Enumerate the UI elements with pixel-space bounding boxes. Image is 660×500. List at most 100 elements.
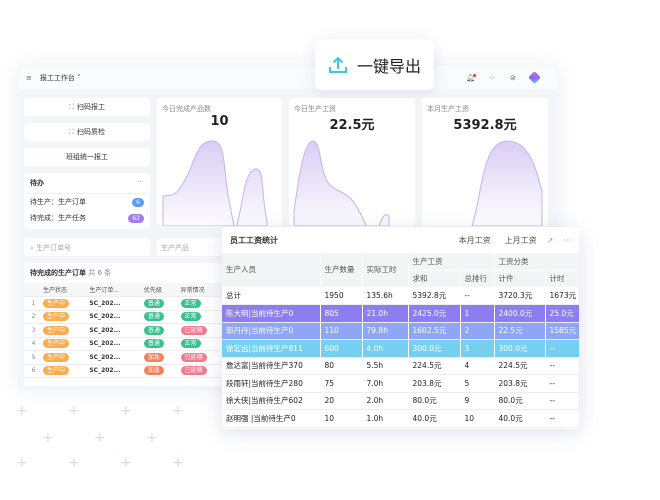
compass-icon[interactable]: ⊘ <box>510 73 516 82</box>
column-header: 计时 <box>545 270 579 288</box>
exception-badge: 正常 <box>180 312 201 322</box>
table-row[interactable]: 5 生产中 SC_202... 加急 已延期 <box>24 350 224 365</box>
cell: 1673元 <box>545 287 579 305</box>
tab-this-month[interactable]: 本月工资 <box>458 235 491 245</box>
table-row[interactable]: 陈大明|当前待生产0 805 21.0h 2425.0元 1 2400.0元 25.0元 <box>222 304 579 323</box>
cell: 2425.0元 <box>408 304 461 323</box>
cell: 80.0元 <box>494 392 546 410</box>
table-row[interactable]: 詹达富|当前待生产370 80 5.5h 224.5元 4 224.5元 -- <box>222 357 579 375</box>
cell: 10 <box>460 409 495 428</box>
row-number: 6 <box>24 364 40 378</box>
table-row[interactable]: 2 生产中 SC_202... 普通 正常 <box>24 310 224 324</box>
external-link-icon[interactable]: ↗ <box>546 235 554 245</box>
more-icon[interactable]: ··· <box>563 235 571 245</box>
cell: 600 <box>320 339 363 358</box>
brand-logo <box>528 71 541 84</box>
order-number: SC_202... <box>86 364 141 378</box>
table-row[interactable]: 6 生产中 SC_202... 加急 已延期 <box>24 364 224 378</box>
column-header: 总排行 <box>460 270 495 288</box>
todo-item[interactable]: 待生产：生产订单 6 <box>24 194 150 210</box>
team-report-label: 班组统一报工 <box>66 153 108 161</box>
table-row[interactable]: 3 生产中 SC_202... 普通 已延期 <box>24 323 224 338</box>
exception-badge: 已延期 <box>180 366 207 376</box>
stat-card-today-wage: 今日生产工资 22.5元 <box>289 98 415 226</box>
bell-icon[interactable]: 🔔︎ <box>466 73 476 82</box>
scan-report-label: 扫码报工 <box>76 103 105 111</box>
scan-qc-label: 扫码质检 <box>76 128 105 136</box>
column-header: 生产订单... <box>86 283 141 297</box>
todo-item-label: 待完成：生产任务 <box>30 214 86 222</box>
priority-badge: 普通 <box>143 312 164 322</box>
trend-sparkline <box>471 140 543 226</box>
cell: 4.0h <box>362 339 409 358</box>
salary-table: 生产人员 生产数量 实际工时 生产工资 工资分类 求和 总排行 计件 计时 总计 1950 135… <box>222 253 579 428</box>
stat-card-products: 今日完成产品数 10 <box>157 98 282 226</box>
cell: 4 <box>460 357 495 375</box>
cell: 陈大明|当前待生产0 <box>222 304 321 323</box>
stat-label: 本月生产工资 <box>427 105 469 113</box>
cell: 段雨轩|当前待生产280 <box>222 374 321 393</box>
salary-card: 员工工资统计 本月工资 上月工资 ↗ ··· 生产人员 生产数量 实际工时 生产工资工… <box>222 227 579 429</box>
table-row[interactable]: 1 生产中 SC_202... 普通 正常 <box>24 296 224 311</box>
export-button[interactable]: 一键导出 <box>315 39 434 90</box>
team-report-button[interactable]: 班组统一报工 <box>24 148 150 166</box>
cell: 1950 <box>320 287 363 305</box>
todo-item[interactable]: 待完成：生产任务 62 <box>24 210 150 226</box>
stat-label: 今日生产工资 <box>294 105 336 113</box>
table-row[interactable]: 徐大侠|当前待生产602 20 2.0h 80.0元 9 80.0元 -- <box>222 392 579 410</box>
cell: 3720.3元 <box>494 287 546 305</box>
cell: 2.0h <box>362 392 409 410</box>
priority-badge: 普通 <box>143 325 164 335</box>
cell: 1 <box>460 304 495 323</box>
cell: -- <box>545 392 579 410</box>
table-row[interactable]: 4 生产中 SC_202... 普通 正常 <box>24 337 224 351</box>
cell: 40.0元 <box>494 409 546 428</box>
scan-qc-button[interactable]: ⛶ 扫码质检 <box>24 123 150 141</box>
stat-value: 22.5元 <box>329 118 375 133</box>
count-badge: 6 <box>132 197 144 207</box>
cell: 80.0元 <box>408 392 461 410</box>
export-label: 一键导出 <box>356 56 421 76</box>
table-row[interactable]: 徐宏远|当前待生产811 600 4.0h 300.0元 3 300.0元 -- <box>222 339 579 358</box>
exception-badge: 正常 <box>180 298 201 308</box>
cell: 2 <box>460 322 495 340</box>
cell: -- <box>545 374 579 393</box>
cell: 21.0h <box>362 304 409 323</box>
order-search-input[interactable]: ⌕ 生产订单号 <box>24 238 150 256</box>
cell: 2400.0元 <box>494 304 546 323</box>
table-row[interactable]: 郭丹丹|当前待生产0 110 79.8h 1602.5元 2 22.5元 1585元 <box>222 322 579 340</box>
menu-icon[interactable]: ≡ <box>26 73 32 82</box>
column-header: 生产人员 <box>222 253 321 288</box>
stat-value: 5392.8元 <box>453 118 517 133</box>
scan-report-button[interactable]: ⛶ 扫码报工 <box>24 98 150 116</box>
tab-last-month[interactable]: 上月工资 <box>504 235 537 245</box>
table-row[interactable]: 赵明强 |当前待生产0 10 1.0h 40.0元 10 40.0元 -- <box>222 409 579 428</box>
order-number: SC_202... <box>86 296 141 311</box>
cell: 300.0元 <box>494 339 546 358</box>
exception-badge: 已延期 <box>180 352 207 362</box>
total-row[interactable]: 总计 1950 135.6h 5392.8元 -- 3720.3元 1673元 <box>222 287 579 305</box>
cell: 300.0元 <box>408 339 461 358</box>
table-row[interactable]: 段雨轩|当前待生产280 75 7.0h 203.8元 5 203.8元 -- <box>222 374 579 393</box>
apps-icon[interactable]: ⁘ <box>489 73 495 82</box>
cell: 40.0元 <box>408 409 461 428</box>
workbench-title-dropdown[interactable]: 报工工作台 ˅ <box>39 73 81 82</box>
order-search-placeholder: 生产订单号 <box>36 244 72 252</box>
cell: 1585元 <box>545 322 579 340</box>
cell: 1602.5元 <box>408 322 461 340</box>
cell: 22.5元 <box>494 322 546 340</box>
scan-icon: ⛶ <box>69 127 74 136</box>
order-number: SC_202... <box>86 337 141 351</box>
exception-badge: 正常 <box>180 339 201 349</box>
row-number: 3 <box>24 323 40 338</box>
product-search-input[interactable]: 生产产品 <box>157 238 227 256</box>
trend-sparkline <box>162 140 268 226</box>
more-icon[interactable]: ··· <box>137 178 144 186</box>
priority-badge: 普通 <box>143 298 164 308</box>
row-number: 4 <box>24 337 40 351</box>
todo-item-label: 待生产：生产订单 <box>30 198 86 206</box>
todo-title: 待办 <box>30 179 44 187</box>
cell: 25.0元 <box>545 304 579 323</box>
column-header: 实际工时 <box>362 253 409 288</box>
cell: 805 <box>320 304 363 323</box>
